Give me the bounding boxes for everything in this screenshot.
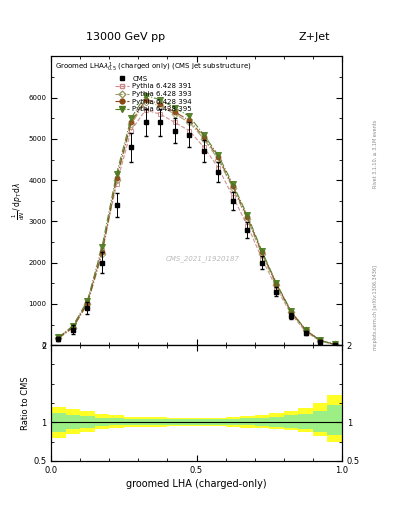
Y-axis label: $\frac{1}{\mathrm{d}N}\,/\,\mathrm{d}p_T\,\mathrm{d}\lambda$: $\frac{1}{\mathrm{d}N}\,/\,\mathrm{d}p_T… [11, 182, 27, 220]
Y-axis label: Ratio to CMS: Ratio to CMS [21, 376, 30, 430]
X-axis label: groomed LHA (charged-only): groomed LHA (charged-only) [126, 479, 267, 489]
Legend: CMS, Pythia 6.428 391, Pythia 6.428 393, Pythia 6.428 394, Pythia 6.428 395: CMS, Pythia 6.428 391, Pythia 6.428 393,… [53, 58, 255, 115]
Text: 13000 GeV pp: 13000 GeV pp [86, 32, 165, 42]
Text: mcplots.cern.ch [arXiv:1306.3436]: mcplots.cern.ch [arXiv:1306.3436] [373, 265, 378, 350]
Text: Rivet 3.1.10, ≥ 3.1M events: Rivet 3.1.10, ≥ 3.1M events [373, 119, 378, 188]
Text: CMS_2021_I1920187: CMS_2021_I1920187 [165, 255, 239, 262]
Text: Z+Jet: Z+Jet [299, 32, 330, 42]
